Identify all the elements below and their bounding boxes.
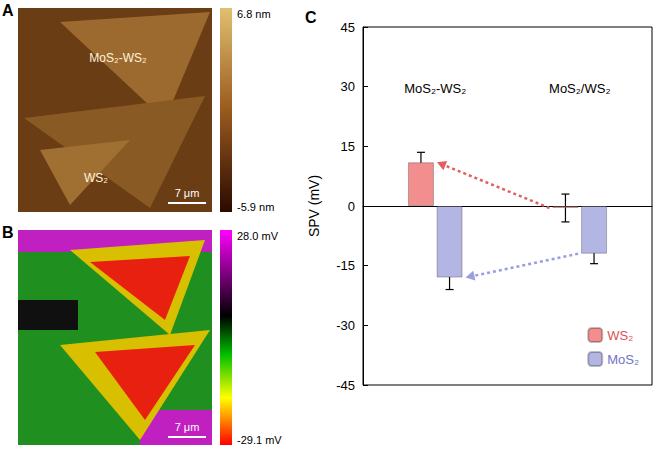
svg-text:-29.1 mV: -29.1 mV [237,434,282,446]
svg-text:7 μm: 7 μm [175,187,200,199]
svg-text:-45: -45 [336,378,355,393]
svg-text:WS₂: WS₂ [607,328,633,343]
svg-text:45: 45 [341,20,355,35]
svg-text:15: 15 [341,139,355,154]
svg-text:-5.9 nm: -5.9 nm [237,201,274,213]
svg-text:WS₂: WS₂ [84,171,108,185]
svg-text:MoS₂: MoS₂ [607,352,639,367]
svg-text:30: 30 [341,79,355,94]
svg-text:SPV (mV): SPV (mV) [306,175,322,237]
svg-text:MoS₂-WS₂: MoS₂-WS₂ [89,51,147,65]
svg-text:A: A [2,2,14,19]
svg-text:0: 0 [348,199,355,214]
svg-text:C: C [305,9,317,26]
svg-text:6.8 nm: 6.8 nm [237,8,271,20]
svg-text:MoS₂/WS₂: MoS₂/WS₂ [549,81,610,96]
svg-text:MoS₂-WS₂: MoS₂-WS₂ [404,81,466,96]
svg-text:B: B [2,224,14,241]
svg-text:-15: -15 [336,258,355,273]
svg-text:-30: -30 [336,318,355,333]
svg-text:28.0 mV: 28.0 mV [237,230,279,242]
svg-text:7 μm: 7 μm [175,421,200,433]
